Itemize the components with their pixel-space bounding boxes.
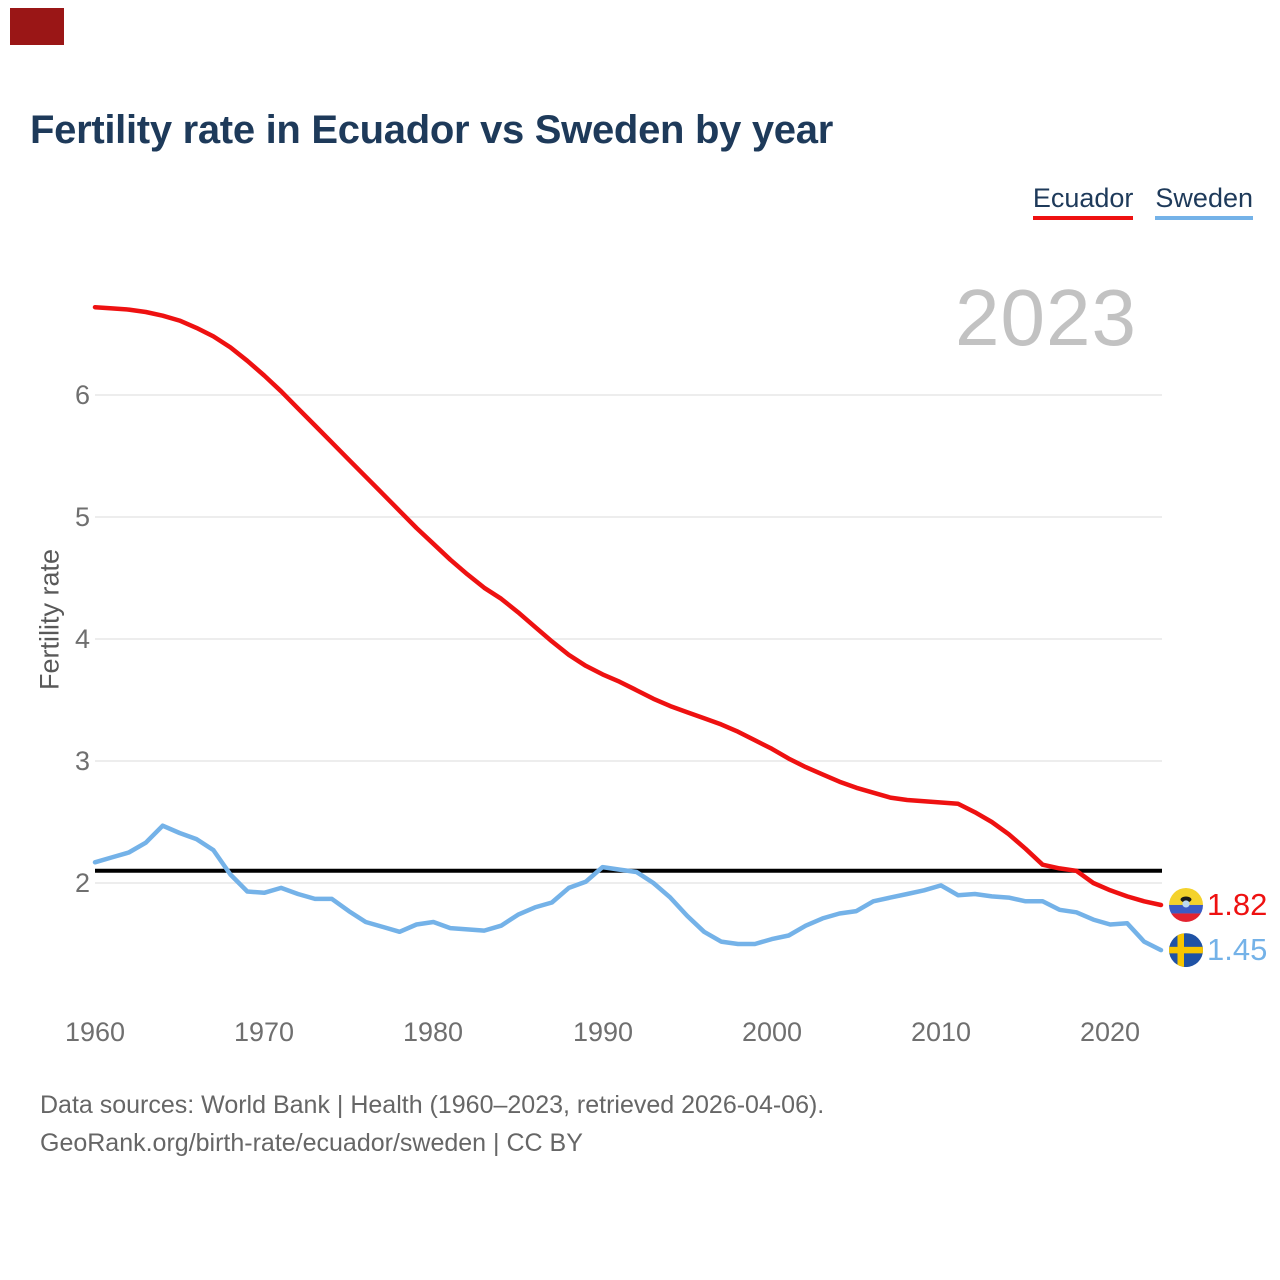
sweden-end-value: 1.45 (1207, 932, 1268, 967)
y-tick-5: 5 (74, 502, 90, 532)
x-tick-2000: 2000 (741, 1017, 803, 1047)
page-title: Fertility rate in Ecuador vs Sweden by y… (30, 108, 833, 152)
y-tick-4: 4 (74, 624, 90, 654)
footer-attribution-line: GeoRank.org/birth-rate/ecuador/sweden | … (40, 1129, 583, 1157)
footer: Data sources: World Bank | Health (1960–… (40, 1086, 824, 1162)
x-tick-1980: 1980 (402, 1017, 464, 1047)
x-tick-1960: 1960 (64, 1017, 126, 1047)
legend-label-sweden: Sweden (1155, 183, 1253, 213)
legend-label-ecuador: Ecuador (1032, 183, 1134, 213)
x-tick-1970: 1970 (233, 1017, 295, 1047)
footer-sources-line: Data sources: World Bank | Health (1960–… (40, 1091, 825, 1119)
watermark-year: 2023 (955, 273, 1137, 362)
x-tick-2020: 2020 (1079, 1017, 1141, 1047)
x-tick-1990: 1990 (572, 1017, 634, 1047)
y-tick-6: 6 (74, 380, 90, 410)
ecuador-series-line (92, 304, 1164, 908)
legend-item-ecuador[interactable]: Ecuador (1032, 183, 1134, 220)
ecuador-flag-icon (1169, 887, 1203, 922)
legend-item-sweden[interactable]: Sweden (1155, 183, 1253, 220)
x-tick-2010: 2010 (910, 1017, 972, 1047)
y-tick-2: 2 (74, 868, 90, 898)
legend: Ecuador Sweden (1032, 183, 1253, 220)
top-left-swatch (10, 8, 64, 45)
y-tick-3: 3 (74, 746, 90, 776)
sweden-series-line (92, 823, 1164, 953)
ecuador-end-value: 1.82 (1207, 887, 1268, 922)
sweden-flag-icon (1169, 933, 1203, 968)
